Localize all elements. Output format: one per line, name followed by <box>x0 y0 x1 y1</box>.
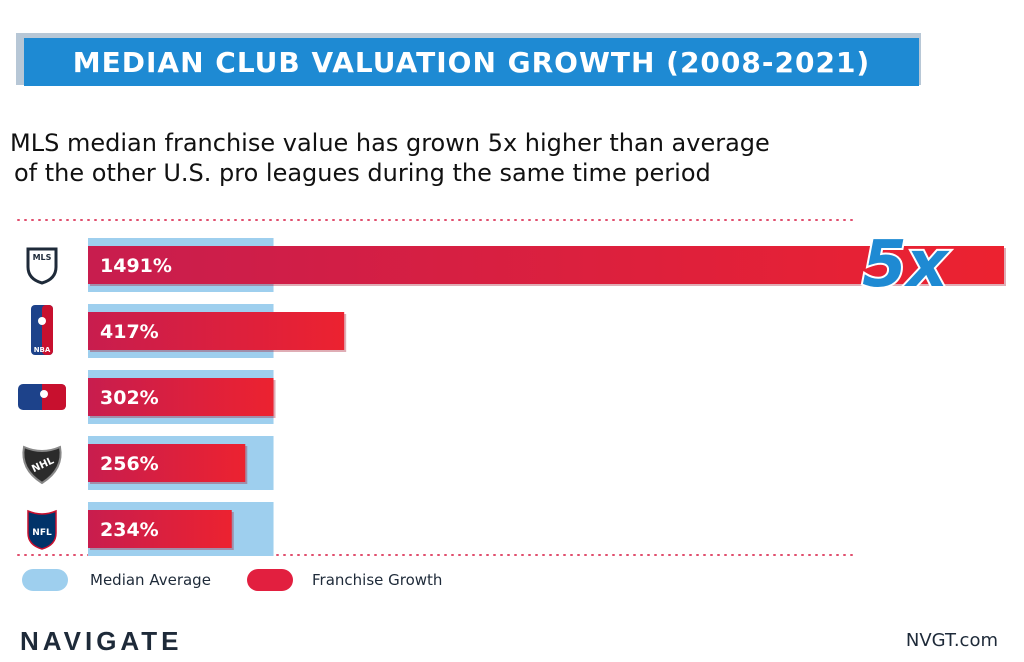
nba-logo-red <box>42 305 53 355</box>
data-label-nhl: 256% <box>100 453 159 475</box>
site-url: NVGT.com <box>905 630 998 651</box>
navigate-logo: NAVIGATE <box>20 626 182 657</box>
subtitle-line-2: of the other U.S. pro leagues during the… <box>14 159 711 187</box>
legend-label-growth: Franchise Growth <box>312 571 443 589</box>
mls-logo-label: MLS <box>33 253 52 262</box>
legend: Median Average Franchise Growth <box>22 566 522 594</box>
growth-bar-mlb <box>88 378 274 416</box>
growth-bar-nhl <box>88 444 246 482</box>
growth-bar-nba <box>88 312 345 350</box>
nhl-logo-icon <box>22 445 62 485</box>
nba-logo-figure <box>38 317 46 325</box>
growth-bar-nfl <box>88 510 232 548</box>
logo-text: NAVIGATE <box>20 626 183 656</box>
data-label-mls: 1491% <box>100 255 172 277</box>
nfl-logo-icon <box>27 509 57 550</box>
annotation-5x: 5x <box>862 228 950 302</box>
title-banner: MEDIAN CLUB VALUATION GROWTH (2008-2021) <box>24 38 919 86</box>
chart-title: MEDIAN CLUB VALUATION GROWTH (2008-2021) <box>72 45 871 79</box>
chart-subtitle: MLS median franchise value has grown 5x … <box>10 128 910 188</box>
nfl-logo-label: NFL <box>32 528 52 538</box>
legend-swatch-median <box>22 569 68 591</box>
nba-logo-label: NBA <box>34 346 51 354</box>
data-label-nfl: 234% <box>100 519 159 541</box>
legend-label-median: Median Average <box>90 571 211 589</box>
data-label-nba: 417% <box>100 321 159 343</box>
data-label-mlb: 302% <box>100 387 159 409</box>
mlb-logo-figure <box>40 390 48 398</box>
subtitle-line-1: MLS median franchise value has grown 5x … <box>10 129 770 157</box>
growth-bar-mls <box>88 246 1004 284</box>
mlb-logo-red <box>42 384 66 410</box>
mls-logo-icon <box>26 247 58 285</box>
legend-swatch-growth <box>247 569 293 591</box>
